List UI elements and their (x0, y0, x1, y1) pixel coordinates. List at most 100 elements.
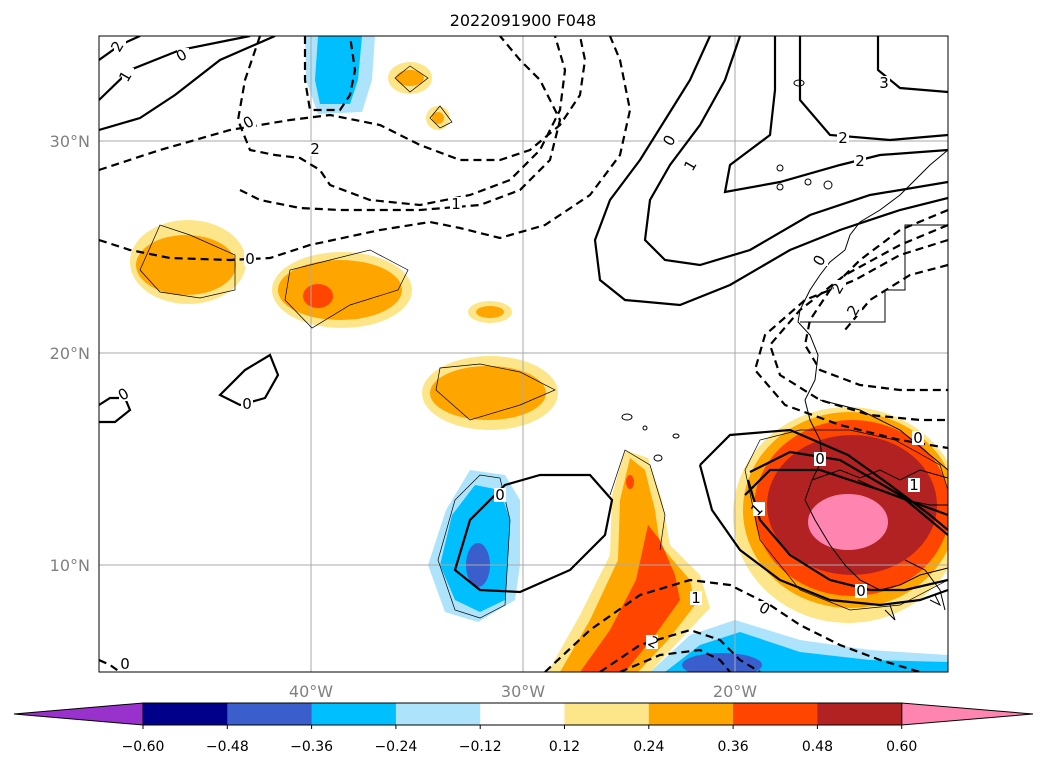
coastline (811, 469, 948, 481)
colorbar-segment (648, 703, 734, 725)
island (804, 178, 812, 186)
thin-contour (394, 65, 429, 93)
anomaly-fill (315, 36, 362, 104)
contour-line (744, 468, 948, 517)
contour-label-bg (244, 252, 256, 266)
contour-label: 0 (815, 450, 825, 468)
map-title: 2022091900 F048 (450, 11, 597, 30)
coastline (819, 399, 948, 471)
contour-label: 0 (120, 655, 130, 673)
contour-label: 1 (691, 589, 701, 607)
contour-line (643, 36, 948, 267)
colorbar-segment (733, 703, 818, 725)
contour-line (699, 428, 948, 531)
contour-line (99, 36, 632, 262)
contour-label-bg (837, 131, 849, 145)
lat-label: 20°N (50, 344, 90, 363)
thin-contour (609, 449, 666, 551)
contour-label: 0 (856, 582, 866, 600)
contour-label-bg (834, 280, 846, 294)
contours (99, 36, 948, 607)
anomaly-fill (396, 70, 424, 86)
island (653, 454, 663, 462)
thin-contour (435, 363, 556, 421)
contour-label: 0 (913, 429, 923, 447)
thin-contour (139, 224, 236, 299)
contour-label-bg (177, 48, 189, 62)
colorbar-tick-label: 0.12 (549, 739, 580, 755)
contour-label: 0 (245, 250, 255, 268)
anomaly-fill (432, 112, 444, 124)
contour-label: 2 (838, 129, 848, 147)
contour-line (544, 578, 921, 672)
island (642, 425, 648, 431)
contour-label-bg (450, 197, 462, 211)
colorbar-tick-label: −0.60 (122, 739, 165, 755)
contour-label-bg (690, 591, 702, 605)
anomaly-fill (476, 306, 504, 318)
colorbar-tick-label: −0.36 (290, 739, 333, 755)
lon-label: 20°W (713, 682, 757, 701)
contour-line (753, 238, 948, 450)
contour-line (99, 396, 132, 424)
contour-label-bg (119, 657, 131, 671)
contour-line (619, 648, 731, 672)
contour-label-bg (241, 397, 253, 411)
contour-line (749, 450, 948, 536)
colorbar-frame (142, 702, 903, 726)
lon-label: 30°W (501, 682, 545, 701)
island (776, 164, 784, 172)
contour-line (798, 36, 948, 142)
contour-label-bg (666, 132, 678, 146)
thin-contours (139, 65, 948, 619)
coastline (929, 594, 942, 607)
colorbar: −0.60 −0.48 −0.36 −0.24 −0.12 0.12 0.24 0.36 0.4… (13, 702, 1034, 755)
island (621, 413, 633, 421)
anomaly-fill (136, 235, 236, 295)
colorbar-extend-low (13, 702, 144, 726)
contour-label-bg (854, 154, 866, 168)
contour-label: 1 (909, 476, 919, 494)
anomaly-fill (430, 366, 546, 420)
contour-label-bg (646, 635, 658, 649)
thin-contour (429, 105, 453, 129)
contour-label-bg (309, 142, 321, 156)
anomaly-fill (626, 475, 634, 489)
colorbar-segment (143, 703, 228, 725)
contour-line (453, 473, 614, 594)
contour-label: 3 (879, 74, 889, 92)
coastline (797, 149, 948, 591)
anomaly-fill (808, 494, 888, 550)
thin-contour (437, 474, 511, 619)
colorbar-segment (395, 703, 481, 725)
colorbar-tick-label: 0.24 (633, 739, 664, 755)
contour-label-bg (816, 252, 828, 266)
contour-label-bg (912, 431, 924, 445)
colorbar-tick-label: −0.48 (206, 739, 249, 755)
contour-line (768, 223, 948, 422)
contour-line (593, 36, 948, 307)
contour-line (99, 36, 587, 172)
colorbar-tick-label: −0.24 (374, 739, 417, 755)
coastline (800, 224, 948, 323)
contour-line (599, 628, 761, 672)
island (776, 183, 784, 191)
colorbar-segment (480, 703, 565, 725)
contour-label-bg (119, 387, 131, 401)
lon-label: 40°W (289, 682, 333, 701)
contour-line (99, 36, 276, 132)
contour-label-bg (757, 601, 769, 615)
contour-line (723, 36, 948, 194)
contour-label-bg (244, 115, 256, 129)
colorbar-segment (564, 703, 650, 725)
contour-label: 1 (451, 195, 461, 213)
contour-label-bg (850, 302, 862, 316)
lat-label: 30°N (50, 132, 90, 151)
contour-line (746, 479, 948, 592)
contour-label-bg (494, 488, 506, 502)
anomaly-fill (580, 525, 680, 672)
map-frame (98, 35, 949, 673)
anomaly-fill (303, 284, 333, 308)
